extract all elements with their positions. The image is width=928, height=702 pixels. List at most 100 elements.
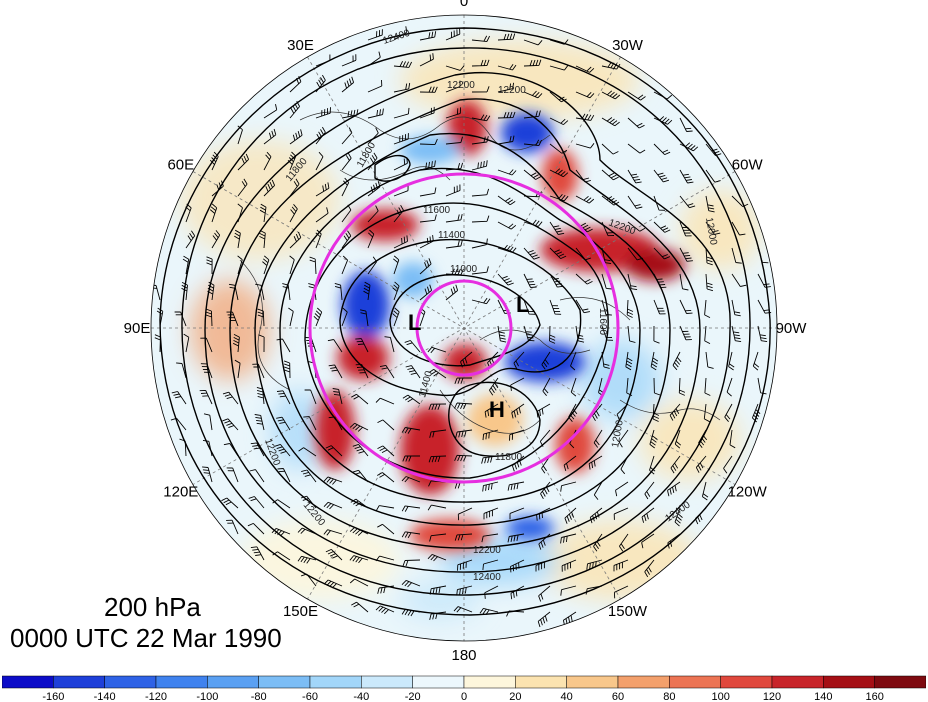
- wind-barb: [538, 585, 551, 602]
- wind-barb: [185, 230, 196, 249]
- wind-barb: [483, 507, 499, 520]
- wind-barb: [323, 501, 343, 510]
- wind-barb: [731, 247, 742, 264]
- coastlines: [239, 111, 721, 434]
- wind-barb: [237, 255, 243, 275]
- wind-barb: [301, 469, 317, 483]
- wind-barb: [401, 476, 421, 483]
- wind-barb: [674, 429, 682, 449]
- wind-barb: [704, 299, 711, 319]
- wind-barb: [237, 178, 248, 197]
- wind-barb: [367, 229, 375, 249]
- wind-barb: [679, 169, 694, 184]
- wind-barb: [254, 414, 265, 431]
- wind-barb: [601, 299, 612, 316]
- wind-barb: [511, 403, 525, 419]
- wind-barb: [593, 429, 603, 448]
- wind-barb: [300, 495, 317, 509]
- wind-barb: [377, 445, 395, 457]
- wind-barb: [445, 284, 459, 301]
- wind-barb: [445, 268, 464, 276]
- wind-barb: [670, 455, 681, 474]
- wind-barb: [427, 553, 447, 562]
- wind-barb: [341, 177, 350, 197]
- wind-barb: [289, 100, 300, 119]
- wind-barb: [402, 394, 421, 405]
- wind-barb: [283, 360, 291, 379]
- contour-label: 11400: [438, 230, 466, 241]
- wind-barb: [523, 110, 541, 119]
- wind-barb: [259, 229, 266, 249]
- wind-barb: [562, 611, 577, 627]
- wind-barb: [455, 429, 473, 438]
- wind-barbs: [151, 26, 772, 628]
- wind-barb: [341, 255, 349, 275]
- wind-barb: [393, 157, 408, 171]
- wind-barb: [489, 377, 499, 396]
- colorbar-label: -80: [251, 691, 267, 702]
- wind-barb: [757, 273, 771, 288]
- wind-barb: [401, 531, 421, 539]
- wind-barb: [402, 455, 421, 462]
- colorbar-label: 120: [763, 691, 781, 702]
- wind-barb: [445, 162, 464, 171]
- wind-barb: [277, 468, 291, 483]
- wind-barb: [561, 559, 577, 572]
- wind-barb: [313, 307, 323, 327]
- contour-label: 12200: [473, 545, 501, 556]
- wind-barb: [549, 247, 567, 260]
- wind-barb: [523, 325, 535, 342]
- wind-barb: [549, 194, 569, 202]
- wind-barb: [401, 505, 421, 512]
- wind-barb: [511, 455, 525, 472]
- wind-barb: [255, 283, 265, 301]
- wind-barb: [289, 129, 303, 145]
- wind-barb: [377, 523, 395, 535]
- wind-barb: [328, 416, 343, 431]
- wind-barb: [575, 169, 591, 183]
- wind-barb: [536, 403, 551, 418]
- colorbar-label: -40: [353, 691, 369, 702]
- wind-barb: [419, 258, 432, 275]
- colorbar-label: -60: [302, 691, 318, 702]
- colorbar-box: [207, 675, 259, 689]
- wind-barb: [303, 416, 317, 431]
- colorbar-box: [566, 675, 619, 689]
- wind-barb: [731, 221, 746, 236]
- wind-barb: [315, 74, 326, 93]
- wind-barb: [616, 403, 629, 420]
- wind-barb: [549, 299, 562, 315]
- wind-barb: [419, 53, 434, 67]
- colorbar-label: 80: [663, 691, 675, 702]
- wind-barb: [641, 533, 655, 549]
- wind-barb: [650, 351, 659, 371]
- wind-barb: [419, 106, 435, 119]
- wind-barb: [401, 579, 421, 588]
- wind-barb: [427, 346, 447, 354]
- wind-barb: [341, 54, 357, 67]
- wind-barb: [482, 481, 499, 492]
- wind-barb: [626, 377, 633, 397]
- wind-barb: [653, 377, 661, 396]
- wind-barb: [704, 377, 711, 396]
- longitude-label: 120W: [728, 484, 768, 501]
- wind-barb: [181, 281, 188, 301]
- wind-barb: [601, 143, 619, 155]
- wind-barb: [315, 54, 331, 67]
- wind-barb: [679, 221, 692, 237]
- wind-barb: [419, 86, 438, 93]
- wind-barb: [297, 555, 317, 564]
- wind-barb: [393, 82, 411, 93]
- wind-barb: [523, 299, 536, 315]
- wind-barb: [705, 169, 721, 183]
- wind-barb: [183, 333, 190, 353]
- wind-barb: [445, 240, 463, 249]
- wind-barb: [627, 117, 645, 129]
- wind-barb: [539, 429, 551, 447]
- wind-barb: [405, 365, 421, 379]
- wind-barb: [209, 151, 219, 171]
- wind-barb: [349, 527, 369, 536]
- wind-barb: [471, 297, 491, 305]
- wind-barb: [679, 299, 693, 314]
- wind-barb: [341, 230, 352, 249]
